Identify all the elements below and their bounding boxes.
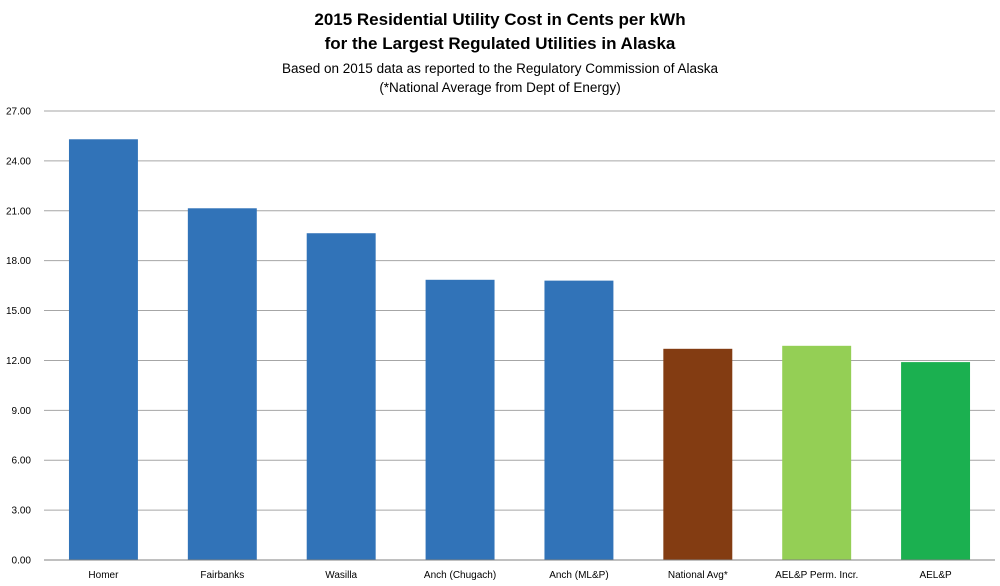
bar <box>544 280 614 560</box>
x-tick-label: National Avg* <box>668 570 728 581</box>
chart-title: 2015 Residential Utility Cost in Cents p… <box>314 10 686 29</box>
bar <box>68 139 138 560</box>
y-axis: 0.00 3.00 6.00 9.00 12.00 15.00 18.00 21.00 24.0… <box>6 107 31 567</box>
x-tick-label: AEL&P <box>919 570 952 581</box>
y-tick-label: 6.00 <box>12 456 32 467</box>
bar <box>425 279 495 560</box>
y-tick-label: 9.00 <box>12 406 32 417</box>
y-tick-label: 27.00 <box>6 107 31 118</box>
chart-subtitle: Based on 2015 data as reported to the Re… <box>281 61 718 76</box>
bar <box>663 348 733 560</box>
chart-subtitle-line2: (*National Average from Dept of Energy) <box>379 80 621 95</box>
bar <box>901 362 971 560</box>
y-tick-label: 18.00 <box>6 256 31 267</box>
y-tick-label: 21.00 <box>6 206 31 217</box>
gridlines <box>44 110 995 511</box>
y-tick-label: 12.00 <box>6 356 31 367</box>
bar <box>187 208 257 561</box>
bar <box>782 345 852 560</box>
bars <box>68 139 971 561</box>
y-tick-label: 0.00 <box>12 556 32 567</box>
y-tick-label: 3.00 <box>12 506 32 517</box>
bar <box>306 233 376 560</box>
x-tick-label: Homer <box>88 570 119 581</box>
chart-title-line2: for the Largest Regulated Utilities in A… <box>324 34 676 53</box>
y-tick-label: 15.00 <box>6 306 31 317</box>
x-tick-label: Anch (ML&P) <box>549 570 608 581</box>
y-tick-label: 24.00 <box>6 156 31 167</box>
x-axis: Homer Fairbanks Wasilla Anch (Chugach) Anch … <box>44 559 995 581</box>
x-tick-label: Wasilla <box>325 570 357 581</box>
x-tick-label: Anch (Chugach) <box>424 570 496 581</box>
x-tick-label: AEL&P Perm. Incr. <box>775 570 858 581</box>
x-tick-label: Fairbanks <box>200 570 244 581</box>
